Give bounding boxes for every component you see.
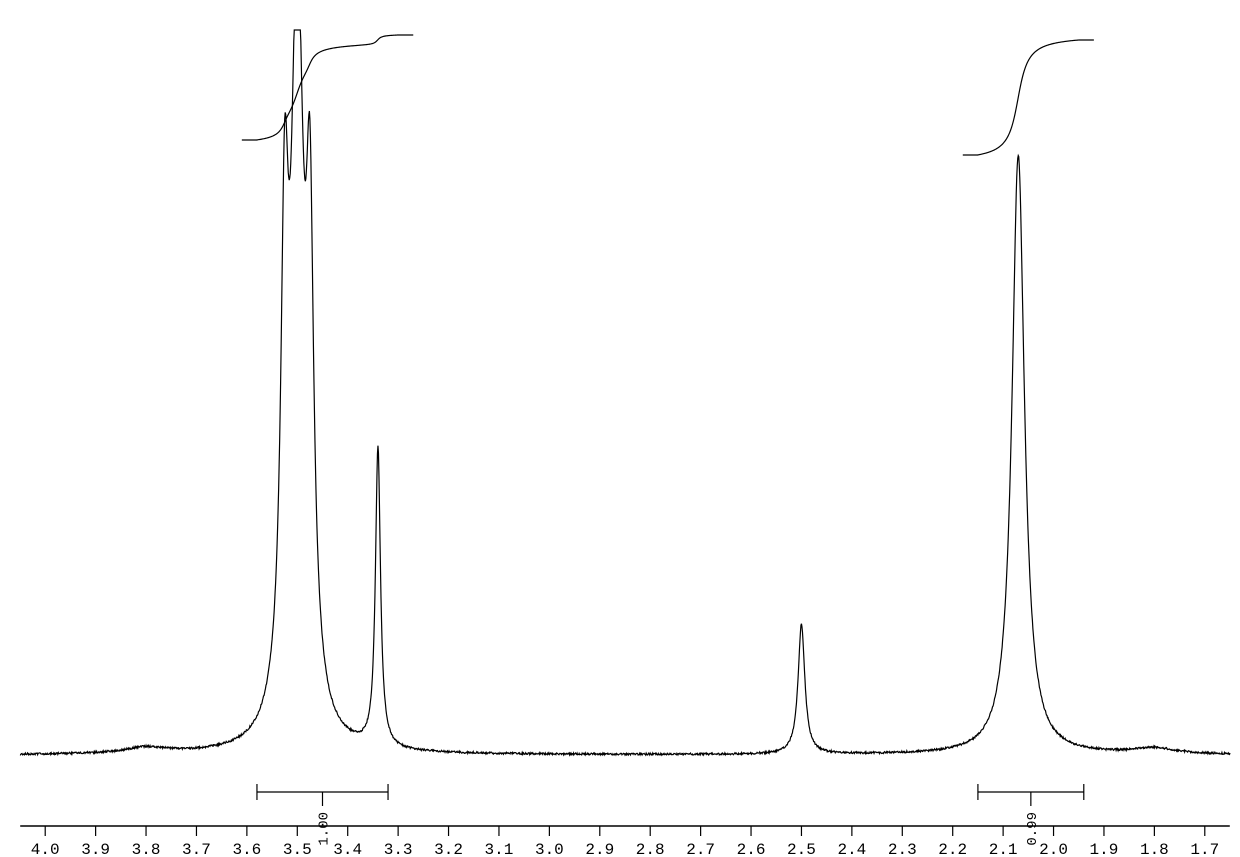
integral-value-0: 1.00	[317, 812, 333, 846]
x-tick-label-3: 3.7	[182, 841, 211, 857]
x-tick-label-8: 3.2	[434, 841, 463, 857]
x-tick-label-14: 2.6	[737, 841, 766, 857]
nmr-spectrum-chart: 1.000.994.03.93.83.73.63.53.43.33.23.13.…	[0, 0, 1240, 857]
x-tick-label-9: 3.1	[485, 841, 514, 857]
spectrum-trace	[20, 30, 1230, 755]
x-tick-label-11: 2.9	[585, 841, 614, 857]
x-tick-label-23: 1.7	[1190, 841, 1219, 857]
x-tick-label-5: 3.5	[283, 841, 312, 857]
integral-curve-1	[963, 40, 1094, 155]
x-tick-label-19: 2.1	[989, 841, 1018, 857]
x-tick-label-13: 2.7	[686, 841, 715, 857]
x-tick-label-0: 4.0	[31, 841, 60, 857]
x-tick-label-21: 1.9	[1090, 841, 1119, 857]
x-tick-label-20: 2.0	[1039, 841, 1068, 857]
x-tick-label-4: 3.6	[232, 841, 261, 857]
x-tick-label-7: 3.3	[384, 841, 413, 857]
x-tick-label-2: 3.8	[132, 841, 161, 857]
x-tick-label-15: 2.5	[787, 841, 816, 857]
x-tick-label-12: 2.8	[636, 841, 665, 857]
x-tick-label-22: 1.8	[1140, 841, 1169, 857]
x-tick-label-16: 2.4	[837, 841, 866, 857]
x-tick-label-1: 3.9	[81, 841, 110, 857]
x-tick-label-18: 2.2	[938, 841, 967, 857]
integral-curve-0	[242, 35, 413, 140]
x-tick-label-6: 3.4	[333, 841, 362, 857]
x-tick-label-17: 2.3	[888, 841, 917, 857]
x-tick-label-10: 3.0	[535, 841, 564, 857]
